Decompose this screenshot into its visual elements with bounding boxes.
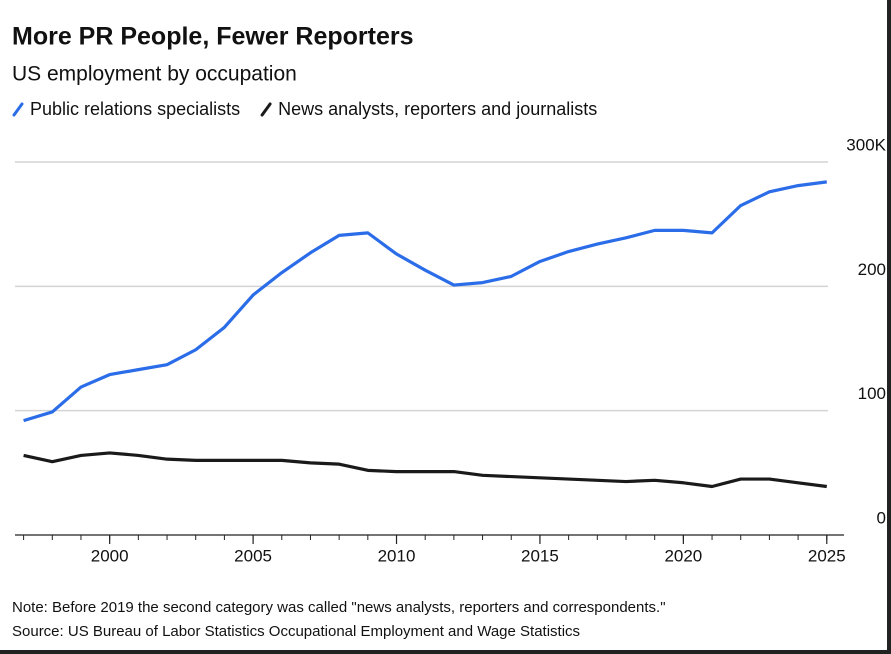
- source: Source: US Bureau of Labor Statistics Oc…: [12, 623, 580, 640]
- x-tick-label: 2005: [234, 546, 272, 565]
- y-tick-label: 100: [858, 384, 886, 403]
- y-tick-label: 200: [858, 260, 886, 279]
- x-tick-label: 2000: [91, 546, 129, 565]
- y-tick-label: 0: [877, 508, 886, 527]
- legend-swatch: [260, 102, 272, 117]
- x-tick-label: 2010: [378, 546, 416, 565]
- series-line: [23, 451, 827, 489]
- legend-label: Public relations specialists: [30, 99, 240, 119]
- note: Note: Before 2019 the second category wa…: [12, 599, 666, 616]
- x-tick-label: 2025: [808, 546, 846, 565]
- series-line: [23, 180, 827, 423]
- chart-title: More PR People, Fewer Reporters: [12, 23, 414, 51]
- legend-swatch: [12, 102, 24, 117]
- legend-label: News analysts, reporters and journalists: [278, 99, 597, 119]
- chart-subtitle: US employment by occupation: [12, 63, 297, 86]
- x-tick-label: 2020: [664, 546, 702, 565]
- x-tick-label: 2015: [521, 546, 559, 565]
- y-tick-label: 300K: [846, 135, 886, 154]
